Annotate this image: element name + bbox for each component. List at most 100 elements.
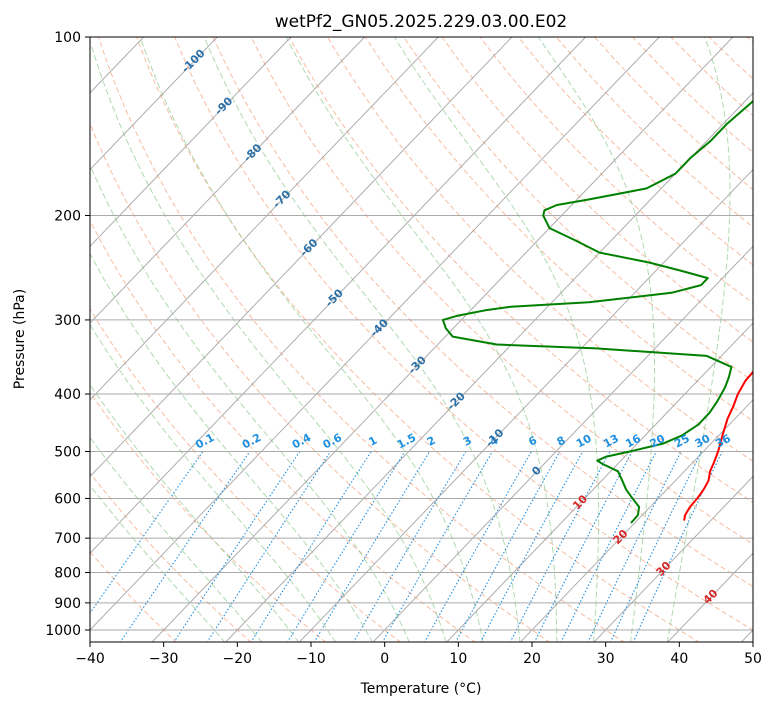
moist-adiabat-line (666, 37, 731, 642)
sounding-profiles (441, 99, 753, 524)
moist-adiabat-line (139, 37, 484, 642)
dry-adiabat-line (212, 37, 753, 588)
y-tick-label: 400 (54, 387, 81, 403)
isotherm-line (90, 37, 439, 401)
dry-adiabat-line (90, 219, 476, 642)
moist-adiabat-line (90, 323, 337, 642)
isotherm-line (0, 37, 70, 643)
x-tick-label: 0 (380, 651, 389, 667)
isotherm-line (298, 168, 753, 642)
isotherm-line (90, 37, 365, 324)
dry-adiabat-line (288, 37, 753, 503)
moist-adiabat-line (90, 484, 226, 642)
moist-adiabat-line (285, 37, 558, 642)
y-tick-label: 900 (54, 596, 81, 612)
mixing-ratio-line (119, 451, 251, 642)
temperature-profile-line (683, 370, 753, 521)
dry-adiabat-line (90, 551, 177, 642)
y-tick-label: 700 (54, 531, 81, 547)
dry-adiabat-line (98, 37, 625, 642)
mixing-ratio-line (509, 451, 611, 642)
mixing-ratio-line (424, 451, 532, 642)
isotherm-line (90, 37, 586, 554)
isotherm-line (519, 399, 753, 642)
mixing-ratio-label: 0.4 (290, 431, 314, 452)
isotherm-line (90, 37, 218, 171)
mixing-ratio-label: 2 (425, 434, 438, 449)
x-tick-label: 30 (597, 651, 615, 667)
y-axis-label: Pressure (hPa) (12, 289, 28, 389)
mixing-ratio-line (533, 451, 633, 642)
dry-adiabat-line (136, 37, 700, 642)
isotherm-line (90, 37, 292, 248)
mixing-ratio-label: 16 (623, 432, 643, 451)
axes: −40 −30 −20 −10 0 10 20 30 40 5010020030040050060… (45, 30, 762, 667)
isotherm-line (593, 475, 753, 642)
mixing-ratio-label: 10 (574, 432, 594, 451)
mixing-ratio-label: 1.5 (395, 431, 418, 452)
isotherm-line (90, 37, 513, 478)
isotherm-line (90, 37, 660, 631)
x-axis-label: Temperature (°C) (360, 681, 482, 697)
x-tick-label: 40 (670, 651, 688, 667)
moist-adiabat-line (90, 164, 410, 642)
moist-adiabat-line (90, 252, 373, 642)
isotherm-line (151, 37, 734, 642)
moist-adiabat-line (537, 37, 655, 642)
mixing-ratio-line (206, 451, 332, 642)
dewpoint-profile-line (441, 99, 753, 524)
x-tick-label: 20 (523, 651, 541, 667)
y-tick-label: 1000 (45, 623, 81, 639)
mixing-ratio-line (352, 451, 467, 642)
moist-adiabat-line (90, 383, 300, 642)
dry-adiabat-line (90, 472, 252, 642)
dry-adiabat-line (174, 37, 753, 631)
mixing-ratio-label: 3 (461, 434, 474, 449)
x-tick-label: 10 (449, 651, 467, 667)
moist-adiabat-line (90, 38, 447, 642)
dry-adiabat-line (746, 37, 753, 44)
x-tick-label: −20 (223, 651, 253, 667)
dry-adiabat-line (479, 37, 753, 304)
x-tick-label: −40 (75, 651, 105, 667)
mixing-ratio-line (286, 451, 406, 642)
mixing-ratio-line (313, 451, 431, 642)
background-lines (0, 37, 753, 643)
dry-adiabat-line (632, 37, 753, 154)
isotherm-line (372, 245, 753, 642)
y-tick-label: 300 (54, 313, 81, 329)
mixing-ratio-line (381, 451, 493, 642)
mixing-ratio-label: 1 (366, 434, 379, 449)
mixing-ratio-label: 6 (526, 434, 539, 449)
mixing-ratio-line (560, 451, 657, 642)
moist-adiabat-line (90, 436, 263, 642)
dry-adiabat-line (441, 37, 753, 343)
mixing-ratio-line (90, 451, 204, 615)
moist-adiabat-line (393, 37, 600, 642)
mixing-ratio-label: 20 (648, 432, 668, 451)
dry-adiabat-line (365, 37, 753, 422)
mixing-ratio-line (250, 451, 372, 642)
mixing-ratio-line (609, 451, 702, 642)
mixing-ratio-line (455, 451, 561, 642)
plot-frame (89, 36, 754, 643)
y-tick-label: 600 (54, 491, 81, 507)
mixing-ratio-label: 25 (672, 432, 692, 451)
dry-adiabat-line (594, 37, 753, 191)
mixing-ratio-label: 0.2 (240, 431, 263, 452)
x-tick-label: −30 (149, 651, 179, 667)
chart-title: wetPf2_GN05.2025.229.03.00.E02 (275, 12, 567, 32)
dry-adiabat-line (90, 122, 551, 642)
mixing-ratio-line (479, 451, 584, 642)
y-tick-label: 100 (54, 30, 81, 46)
mixing-ratio-label: 36 (713, 432, 733, 451)
dry-adiabat-line (90, 308, 401, 642)
y-tick-label: 200 (54, 209, 81, 225)
x-tick-label: −10 (296, 651, 326, 667)
mixing-ratio-label: 13 (601, 432, 621, 451)
mixing-ratio-line (173, 451, 301, 642)
isotherm-line (225, 92, 753, 642)
mixing-ratio-label: 30 (693, 432, 713, 451)
y-tick-label: 500 (54, 444, 81, 460)
